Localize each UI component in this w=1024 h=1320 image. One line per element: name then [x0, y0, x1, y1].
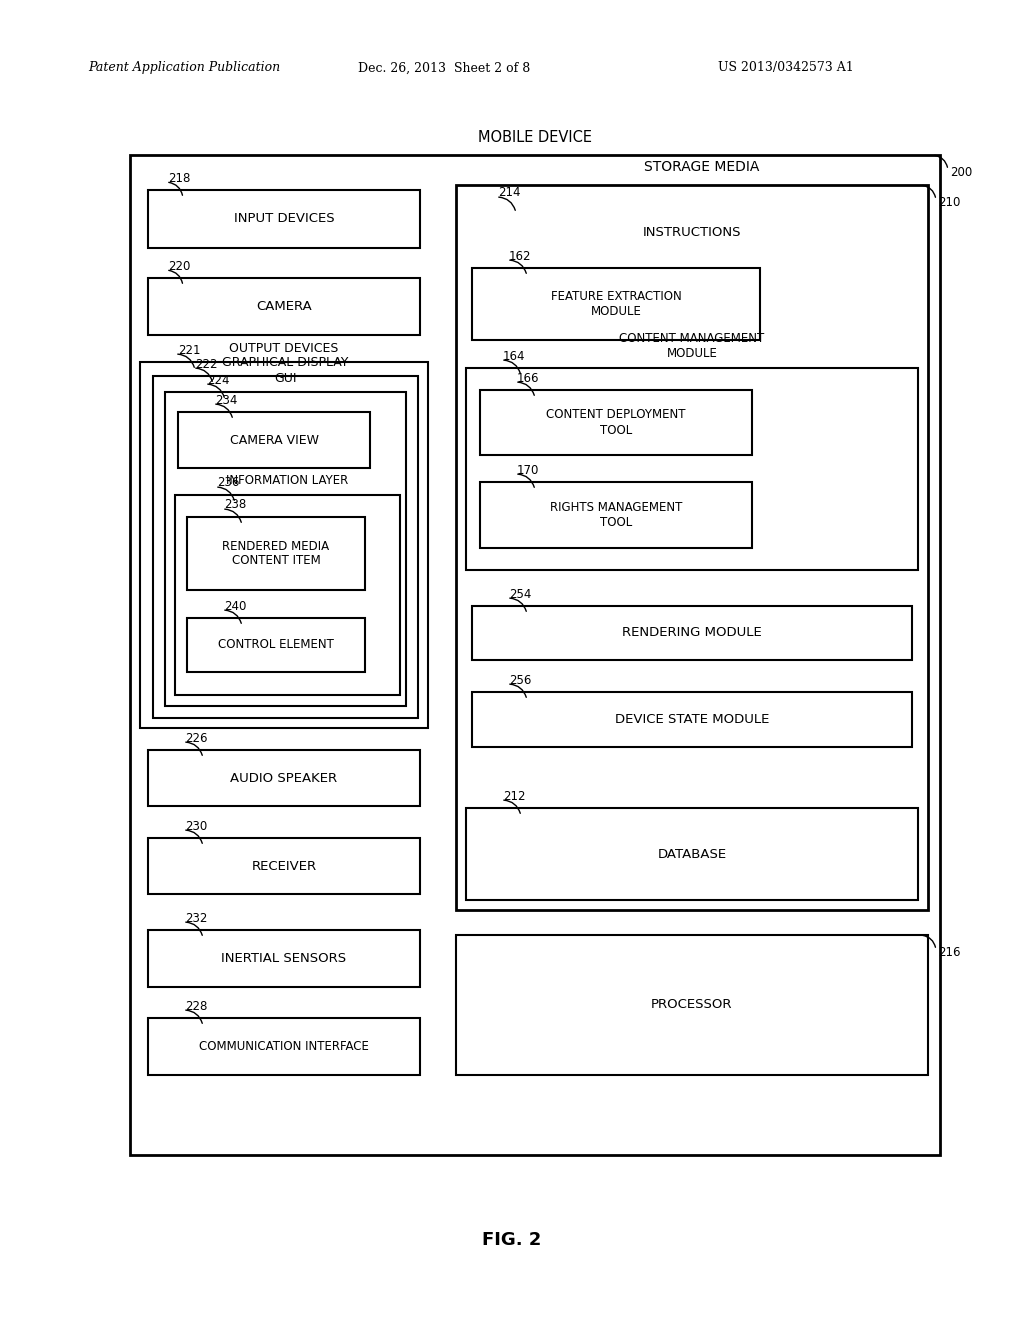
Text: 220: 220 — [168, 260, 190, 272]
Text: 234: 234 — [215, 393, 238, 407]
Bar — [178, 412, 370, 469]
Text: FIG. 2: FIG. 2 — [482, 1232, 542, 1249]
Text: MOBILE DEVICE: MOBILE DEVICE — [478, 129, 592, 144]
Text: 224: 224 — [207, 374, 229, 387]
Text: 238: 238 — [224, 499, 246, 511]
Text: 162: 162 — [509, 249, 531, 263]
Text: 254: 254 — [509, 587, 531, 601]
Bar — [140, 362, 428, 729]
Text: CONTENT MANAGEMENT
MODULE: CONTENT MANAGEMENT MODULE — [620, 333, 765, 360]
Text: 212: 212 — [503, 789, 525, 803]
Text: OUTPUT DEVICES: OUTPUT DEVICES — [229, 342, 339, 355]
Text: INERTIAL SENSORS: INERTIAL SENSORS — [221, 952, 346, 965]
Text: Patent Application Publication: Patent Application Publication — [88, 62, 281, 74]
Text: 166: 166 — [517, 371, 540, 384]
Bar — [148, 279, 420, 335]
Text: RECEIVER: RECEIVER — [252, 859, 316, 873]
Bar — [480, 389, 752, 455]
Bar — [456, 935, 928, 1074]
Text: 226: 226 — [185, 731, 208, 744]
Text: CAMERA: CAMERA — [256, 300, 312, 313]
Text: 170: 170 — [517, 463, 540, 477]
Bar — [472, 692, 912, 747]
Text: 214: 214 — [498, 186, 520, 199]
Bar — [148, 931, 420, 987]
Text: STORAGE MEDIA: STORAGE MEDIA — [644, 160, 760, 174]
Text: CONTROL ELEMENT: CONTROL ELEMENT — [218, 639, 334, 652]
Text: 218: 218 — [168, 172, 190, 185]
Text: RENDERING MODULE: RENDERING MODULE — [623, 627, 762, 639]
Text: 221: 221 — [178, 343, 201, 356]
Bar — [130, 154, 940, 1155]
Text: 222: 222 — [195, 358, 217, 371]
Text: 200: 200 — [950, 166, 972, 180]
Text: Dec. 26, 2013  Sheet 2 of 8: Dec. 26, 2013 Sheet 2 of 8 — [358, 62, 530, 74]
Text: AUDIO SPEAKER: AUDIO SPEAKER — [230, 771, 338, 784]
Text: 240: 240 — [224, 599, 247, 612]
Bar — [153, 376, 418, 718]
Bar — [148, 838, 420, 894]
Bar — [148, 1018, 420, 1074]
Text: GRAPHICAL DISPLAY: GRAPHICAL DISPLAY — [222, 355, 349, 368]
Text: COMMUNICATION INTERFACE: COMMUNICATION INTERFACE — [199, 1040, 369, 1053]
Bar — [466, 368, 918, 570]
Bar — [456, 185, 928, 909]
Bar — [148, 750, 420, 807]
Text: CAMERA VIEW: CAMERA VIEW — [229, 433, 318, 446]
Text: 236: 236 — [217, 477, 240, 490]
Bar — [187, 517, 365, 590]
Text: FEATURE EXTRACTION
MODULE: FEATURE EXTRACTION MODULE — [551, 290, 681, 318]
Text: 256: 256 — [509, 673, 531, 686]
Bar — [472, 606, 912, 660]
Text: 210: 210 — [938, 197, 961, 210]
Bar — [175, 495, 400, 696]
Text: DEVICE STATE MODULE: DEVICE STATE MODULE — [614, 713, 769, 726]
Text: INPUT DEVICES: INPUT DEVICES — [233, 213, 334, 226]
Text: RENDERED MEDIA
CONTENT ITEM: RENDERED MEDIA CONTENT ITEM — [222, 540, 330, 568]
Text: US 2013/0342573 A1: US 2013/0342573 A1 — [718, 62, 854, 74]
Text: INFORMATION LAYER: INFORMATION LAYER — [226, 474, 348, 487]
Text: 230: 230 — [185, 820, 207, 833]
Text: 216: 216 — [938, 946, 961, 960]
Bar — [165, 392, 406, 706]
Bar — [466, 808, 918, 900]
Text: CONTENT DEPLOYMENT
TOOL: CONTENT DEPLOYMENT TOOL — [546, 408, 686, 437]
Text: INSTRUCTIONS: INSTRUCTIONS — [643, 226, 741, 239]
Bar — [187, 618, 365, 672]
Text: DATABASE: DATABASE — [657, 847, 727, 861]
Text: 164: 164 — [503, 350, 525, 363]
Text: 228: 228 — [185, 999, 208, 1012]
Bar — [472, 268, 760, 341]
Text: 232: 232 — [185, 912, 208, 924]
Text: RIGHTS MANAGEMENT
TOOL: RIGHTS MANAGEMENT TOOL — [550, 502, 682, 529]
Bar — [148, 190, 420, 248]
Text: GUI: GUI — [274, 371, 297, 384]
Bar — [480, 482, 752, 548]
Text: PROCESSOR: PROCESSOR — [651, 998, 733, 1011]
